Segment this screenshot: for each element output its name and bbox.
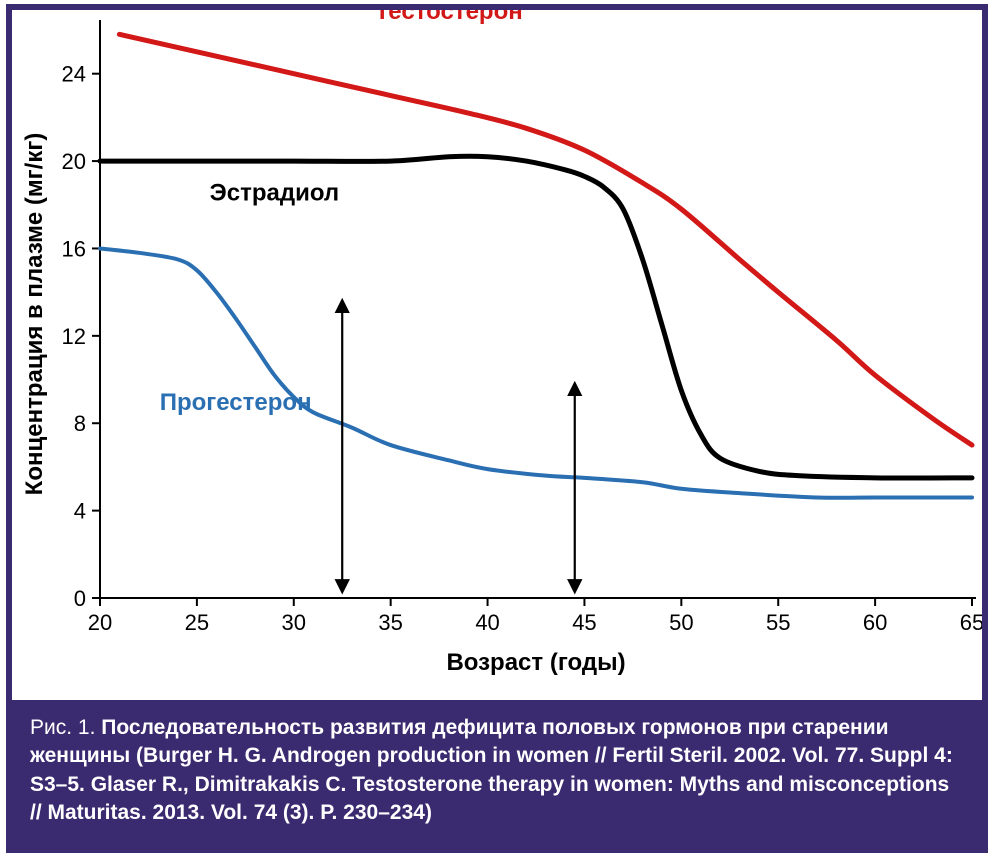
svg-text:25: 25	[185, 610, 209, 635]
series-Прогестерон	[100, 248, 972, 497]
svg-text:35: 35	[378, 610, 402, 635]
svg-text:50: 50	[669, 610, 693, 635]
figure-caption: Рис. 1. Последовательность развития дефи…	[12, 700, 982, 847]
svg-text:20: 20	[88, 610, 112, 635]
svg-text:Возраст (годы): Возраст (годы)	[446, 649, 625, 676]
svg-text:65: 65	[960, 610, 982, 635]
figure-frame: 0 4 8 12 16 20 24 20 25 30 35 40 45 50 55 60 65 Возраст (…	[6, 4, 988, 853]
caption-text: Последовательность развития дефицита пол…	[30, 716, 953, 824]
svg-text:Концентрация в плазме (мг/кг): Концентрация в плазме (мг/кг)	[21, 133, 48, 496]
series-label-Эстрадиол: Эстрадиол	[210, 179, 339, 206]
svg-text:8: 8	[74, 411, 86, 436]
svg-text:12: 12	[62, 324, 86, 349]
series-Тестостерон	[119, 34, 972, 445]
svg-text:4: 4	[74, 499, 86, 524]
svg-text:30: 30	[282, 610, 306, 635]
svg-text:45: 45	[572, 610, 596, 635]
svg-text:40: 40	[475, 610, 499, 635]
svg-text:60: 60	[863, 610, 887, 635]
series-label-Тестостерон: Тестостерон	[375, 10, 523, 25]
series-label-Прогестерон: Прогестерон	[160, 389, 312, 416]
caption-prefix: Рис. 1.	[30, 716, 95, 739]
svg-text:16: 16	[62, 236, 86, 261]
svg-text:0: 0	[74, 586, 86, 611]
chart-svg: 0 4 8 12 16 20 24 20 25 30 35 40 45 50 55 60 65 Возраст (…	[12, 10, 982, 700]
svg-text:24: 24	[62, 62, 86, 87]
chart-area: 0 4 8 12 16 20 24 20 25 30 35 40 45 50 55 60 65 Возраст (…	[12, 10, 982, 700]
svg-text:55: 55	[766, 610, 790, 635]
svg-text:20: 20	[62, 149, 86, 174]
